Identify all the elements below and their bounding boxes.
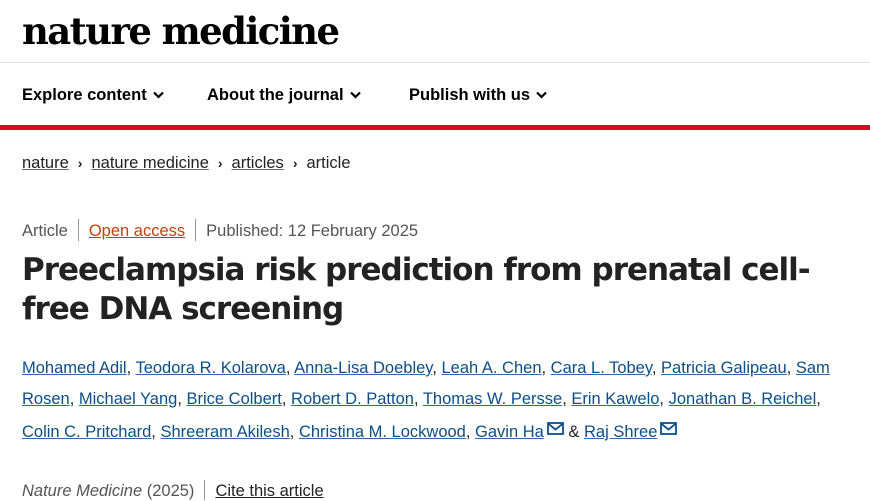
breadcrumb-current: article (306, 154, 351, 172)
cite-this-article-link[interactable]: Cite this article (215, 482, 324, 500)
breadcrumb-nature-medicine[interactable]: nature medicine (91, 154, 209, 172)
divider (204, 480, 206, 500)
nav-about-journal[interactable]: About the journal (207, 85, 361, 105)
breadcrumb-articles[interactable]: articles (231, 154, 284, 172)
author-link[interactable]: Brice Colbert (186, 390, 282, 408)
chevron-right-icon: › (77, 155, 83, 171)
main-nav: Explore content About the journal Publis… (0, 63, 870, 125)
publication-year: (2025) (146, 482, 195, 500)
author-link[interactable]: Mohamed Adil (22, 359, 127, 377)
author-link[interactable]: Raj Shree (584, 423, 658, 441)
author-link[interactable]: Gavin Ha (475, 423, 544, 441)
accent-rule (0, 125, 870, 130)
nav-item-label: Publish with us (409, 86, 531, 104)
nav-explore-content[interactable]: Explore content (22, 85, 164, 105)
published-date: Published: 12 February 2025 (206, 222, 419, 240)
author-link[interactable]: Sam Rosen (22, 359, 830, 408)
author-link[interactable]: Michael Yang (78, 390, 178, 408)
divider (77, 219, 79, 241)
article-title: Preeclampsia risk prediction from prenat… (22, 252, 811, 327)
author-link[interactable]: Colin C. Pritchard (22, 423, 152, 441)
ampersand: & (568, 423, 580, 441)
author-link[interactable]: Cara L. Tobey (550, 359, 652, 377)
author-link[interactable]: Robert D. Patton (291, 390, 414, 408)
author-link[interactable]: Thomas W. Persse (422, 390, 563, 408)
nav-item-label: About the journal (207, 86, 344, 104)
journal-name: Nature Medicine (22, 482, 143, 500)
author-link[interactable]: Teodora R. Kolarova (135, 359, 286, 377)
breadcrumb: nature › nature medicine › articles › article (22, 154, 351, 173)
breadcrumb-nature[interactable]: nature (22, 154, 69, 172)
author-list: Mohamed Adil, Teodora R. Kolarova, Anna-… (22, 353, 862, 448)
author-link[interactable]: Leah A. Chen (441, 359, 542, 377)
citation-line: Nature Medicine (2025) Cite this article (22, 480, 324, 501)
chevron-down-icon (349, 85, 361, 104)
author-link[interactable]: Shreeram Akilesh (160, 423, 290, 441)
article-type: Article (22, 222, 68, 240)
journal-logo[interactable]: nature medicine (22, 9, 340, 53)
mail-icon[interactable] (546, 415, 564, 446)
open-access-link[interactable]: Open access (88, 222, 186, 240)
author-link[interactable]: Patricia Galipeau (661, 359, 787, 377)
author-link[interactable]: Anna-Lisa Doebley (294, 359, 433, 377)
author-link[interactable]: Christina M. Lockwood (298, 423, 466, 441)
divider (195, 219, 197, 241)
chevron-right-icon: › (292, 155, 298, 171)
author-link[interactable]: Erin Kawelo (571, 390, 660, 408)
site-header: nature medicine (0, 0, 870, 63)
chevron-down-icon (152, 85, 164, 104)
chevron-right-icon: › (217, 155, 223, 171)
nav-publish-with-us[interactable]: Publish with us (409, 85, 547, 105)
chevron-down-icon (536, 85, 547, 104)
nav-item-label: Explore content (22, 86, 147, 104)
article-meta: Article Open access Published: 12 February… (22, 219, 418, 241)
mail-icon[interactable] (660, 415, 678, 446)
author-link[interactable]: Jonathan B. Reichel (668, 390, 817, 408)
